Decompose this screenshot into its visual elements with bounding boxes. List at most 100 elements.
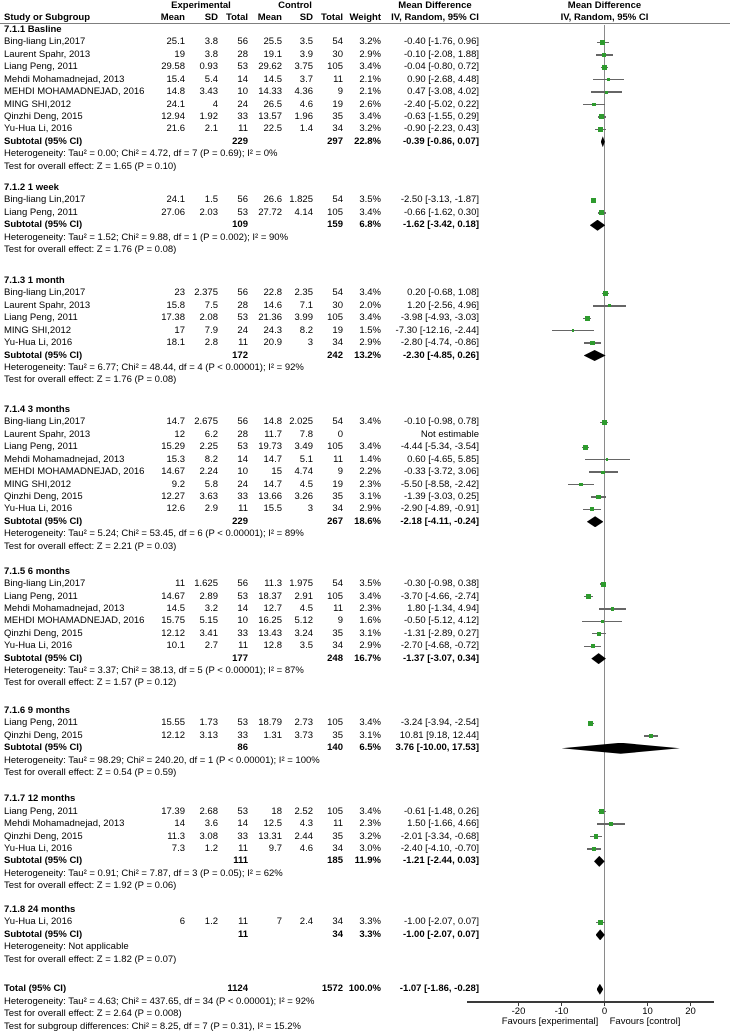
col-header-mean-difference: Mean Difference bbox=[398, 0, 472, 11]
md-ci-text: -1.31 [-2.89, 0.27] bbox=[404, 627, 479, 639]
md-ci-text: -0.33 [-3.72, 3.06] bbox=[404, 466, 479, 478]
exp-mean: 18.1 bbox=[166, 337, 186, 349]
ctrl-mean: 12.8 bbox=[263, 640, 283, 652]
exp-mean: 15.4 bbox=[166, 73, 186, 85]
ctrl-total: 35 bbox=[332, 110, 343, 122]
weight: 3.4% bbox=[359, 717, 381, 729]
md-ci-text: 3.76 [-10.00, 17.53] bbox=[395, 742, 479, 754]
exp-total: 53 bbox=[237, 590, 248, 602]
point-estimate-marker bbox=[600, 40, 606, 45]
exp-sd: 3.08 bbox=[199, 830, 219, 842]
study-name: Bing-liang Lin,2017 bbox=[4, 578, 86, 590]
exp-total: 111 bbox=[233, 855, 248, 867]
ctrl-total: 9 bbox=[337, 615, 343, 627]
md-ci-text: -7.30 [-12.16, -2.44] bbox=[395, 324, 479, 336]
ctrl-total: 185 bbox=[327, 855, 343, 867]
exp-sd: 2.68 bbox=[199, 805, 219, 817]
weight: 1.5% bbox=[359, 324, 381, 336]
axis-tick-label: 10 bbox=[642, 1006, 653, 1017]
axis-tick-label: 0 bbox=[601, 1006, 608, 1017]
md-ci-text: 10.81 [9.18, 12.44] bbox=[399, 729, 479, 741]
exp-sd: 1.2 bbox=[204, 842, 218, 854]
weight: 3.4% bbox=[359, 110, 381, 122]
footnote-line: Test for overall effect: Z = 2.64 (P = 0… bbox=[4, 1008, 182, 1020]
point-estimate-marker bbox=[610, 607, 614, 611]
exp-total: 53 bbox=[237, 805, 248, 817]
ctrl-mean: 13.31 bbox=[258, 830, 282, 842]
ctrl-mean: 25.5 bbox=[263, 36, 283, 48]
exp-mean: 17 bbox=[174, 324, 185, 336]
md-ci-text: 0.20 [-0.68, 1.08] bbox=[407, 287, 479, 299]
point-estimate-marker bbox=[599, 114, 605, 120]
ctrl-mean: 18 bbox=[271, 805, 282, 817]
ctrl-sd: 3.75 bbox=[294, 61, 314, 73]
ctrl-mean: 14.7 bbox=[263, 478, 283, 490]
heterogeneity-line: Heterogeneity: Tau² = 1.52; Chi² = 9.88,… bbox=[4, 231, 289, 243]
ctrl-total: 34 bbox=[332, 337, 343, 349]
study-name: Liang Peng, 2011 bbox=[4, 206, 78, 218]
exp-sd: 1.2 bbox=[204, 916, 218, 928]
md-ci-text: -0.90 [-2.23, 0.43] bbox=[404, 123, 479, 135]
ctrl-mean: 21.36 bbox=[258, 312, 282, 324]
ctrl-total: 105 bbox=[327, 61, 343, 73]
weight: 3.4% bbox=[359, 805, 381, 817]
study-name: Bing-liang Lin,2017 bbox=[4, 287, 86, 299]
study-name: Yu-Hua Li, 2016 bbox=[4, 123, 73, 135]
exp-total: 56 bbox=[237, 194, 248, 206]
subtotal-label: Subtotal (95% CI) bbox=[4, 855, 83, 867]
study-name: MING SHI,2012 bbox=[4, 478, 72, 490]
exp-mean: 12.27 bbox=[161, 490, 185, 502]
md-ci-text: -0.04 [-0.80, 0.72] bbox=[404, 61, 479, 73]
exp-mean: 14.8 bbox=[166, 86, 186, 98]
point-estimate-marker bbox=[596, 631, 602, 637]
exp-sd: 3.8 bbox=[204, 36, 218, 48]
study-name: Yu-Hua Li, 2016 bbox=[4, 640, 73, 652]
weight: 6.8% bbox=[359, 219, 381, 231]
exp-sd: 3.43 bbox=[199, 86, 219, 98]
exp-total: 11 bbox=[238, 916, 248, 928]
ctrl-total: 105 bbox=[327, 441, 343, 453]
subtotal-label: Subtotal (95% CI) bbox=[4, 349, 83, 361]
plot-header-method: IV, Random, 95% CI bbox=[560, 11, 649, 23]
ctrl-total: 35 bbox=[332, 627, 343, 639]
col-header-ctrl-sd: SD bbox=[299, 11, 313, 23]
overall-effect-line: Test for overall effect: Z = 1.82 (P = 0… bbox=[4, 953, 177, 965]
col-header-weight: Weight bbox=[349, 11, 382, 23]
point-estimate-marker bbox=[582, 444, 588, 450]
exp-total: 28 bbox=[237, 299, 248, 311]
ctrl-sd: 3.73 bbox=[294, 729, 314, 741]
exp-sd: 7.5 bbox=[204, 299, 218, 311]
weight: 11.9% bbox=[354, 855, 381, 867]
md-ci-text: 1.50 [-1.66, 4.66] bbox=[407, 818, 479, 830]
ctrl-total: 248 bbox=[327, 652, 343, 664]
exp-total: 86 bbox=[237, 742, 248, 754]
point-estimate-marker bbox=[597, 920, 603, 925]
study-name: Qinzhi Deng, 2015 bbox=[4, 627, 83, 639]
exp-total: 109 bbox=[232, 219, 248, 231]
exp-sd: 2.8 bbox=[204, 337, 218, 349]
ctrl-total: 35 bbox=[332, 729, 343, 741]
exp-sd: 3.2 bbox=[204, 602, 218, 614]
exp-total: 14 bbox=[237, 453, 248, 465]
exp-sd: 5.8 bbox=[204, 478, 218, 490]
ctrl-mean: 1.31 bbox=[263, 729, 283, 741]
weight: 3.2% bbox=[359, 123, 381, 135]
ctrl-total: 11 bbox=[333, 818, 343, 830]
study-name: Liang Peng, 2011 bbox=[4, 441, 78, 453]
ctrl-sd: 1.825 bbox=[289, 194, 313, 206]
study-name: Mehdi Mohamadnejad, 2013 bbox=[4, 602, 125, 614]
ctrl-sd: 1.4 bbox=[299, 123, 313, 135]
ctrl-mean: 7 bbox=[276, 916, 282, 928]
exp-total: 24 bbox=[237, 98, 248, 110]
weight: 16.7% bbox=[354, 652, 381, 664]
point-estimate-marker bbox=[593, 834, 599, 839]
exp-sd: 8.2 bbox=[204, 453, 218, 465]
axis-tick bbox=[603, 1001, 606, 1007]
exp-sd: 2.89 bbox=[199, 590, 219, 602]
exp-mean: 24.1 bbox=[166, 98, 186, 110]
weight: 2.9% bbox=[359, 640, 381, 652]
weight: 2.2% bbox=[359, 466, 381, 478]
point-estimate-marker bbox=[609, 822, 613, 826]
overall-effect-line: Test for overall effect: Z = 2.21 (P = 0… bbox=[4, 540, 177, 552]
